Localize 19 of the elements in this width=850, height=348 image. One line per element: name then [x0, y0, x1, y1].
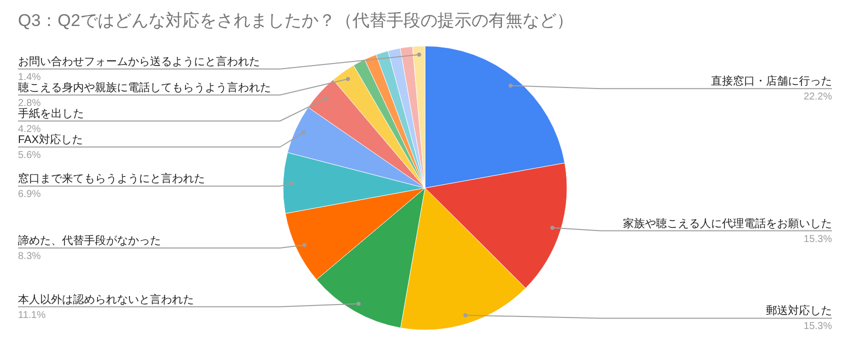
data-label: 11.1% — [18, 310, 46, 321]
slice-label: 郵送対応した — [766, 304, 832, 318]
data-label: 8.3% — [18, 250, 41, 262]
data-label: 22.2% — [804, 92, 832, 103]
slice-label: 聴こえる身内や親族に電話してもらうよう言われた — [18, 81, 271, 94]
slice-label: FAX対応した — [18, 133, 83, 146]
data-label: 15.3% — [804, 321, 832, 332]
data-label: 6.9% — [18, 189, 41, 200]
slice-label: 窓口まで来てもらうようにと言われた — [18, 172, 205, 186]
slice-label: 本人以外は認められないと言われた — [18, 292, 194, 306]
data-label: 2.8% — [18, 98, 41, 109]
slice-label: 手紙を出した — [18, 107, 84, 120]
slice-label: 直接窓口・店舗に行った — [711, 74, 832, 88]
slice-label: お問い合わせフォームから送るようにと言われた — [18, 55, 260, 68]
data-label: 5.6% — [18, 150, 41, 161]
slice-label: 諦めた、代替手段がなかった — [18, 234, 161, 247]
chart-title: Q3：Q2ではどんな対応をされましたか？（代替手段の提示の有無など） — [18, 11, 574, 30]
slice-label: 家族や聴こえる人に代理電話をお願いした — [623, 216, 832, 230]
data-label: 15.3% — [804, 234, 832, 245]
